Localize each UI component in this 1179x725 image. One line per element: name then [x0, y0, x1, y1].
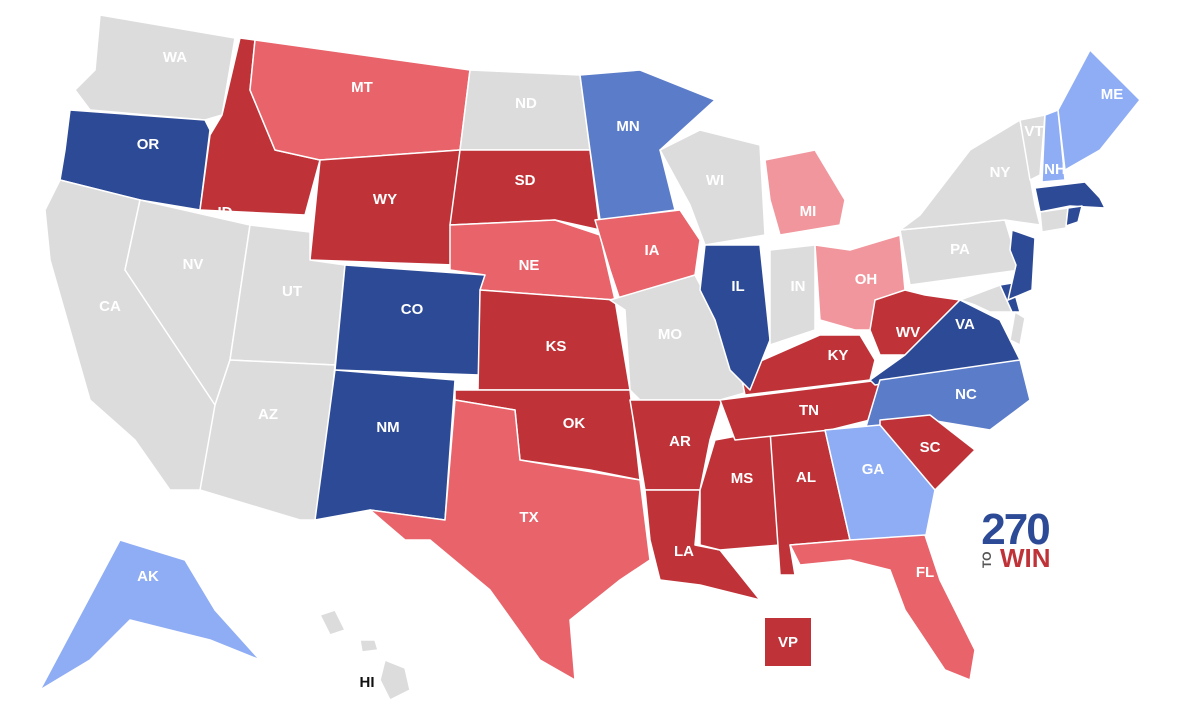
state-label: VA: [955, 316, 975, 333]
logo-to: TO: [980, 552, 994, 568]
logo-number: 270: [981, 505, 1049, 554]
state-label: CO: [401, 301, 424, 318]
state-md: [959, 284, 1013, 313]
state: [334, 264, 486, 376]
state: [1019, 114, 1046, 181]
state-label: ND: [515, 95, 537, 112]
state-label: AK: [137, 568, 159, 585]
state-ri: [1065, 205, 1083, 227]
state: [824, 424, 936, 541]
state: [59, 109, 211, 211]
state-label: LA: [674, 543, 694, 560]
state: [719, 379, 881, 441]
state-label: MN: [616, 118, 639, 135]
state: [379, 659, 411, 701]
state-label: IL: [731, 278, 744, 295]
state-label: WV: [896, 324, 920, 341]
state-label: KY: [828, 347, 849, 364]
state-ct: [1039, 207, 1069, 233]
state-label: CA: [99, 298, 121, 315]
state-nj: [1007, 229, 1036, 301]
state-label: MO: [658, 326, 682, 343]
state-label: NC: [955, 386, 977, 403]
state-label: OK: [563, 415, 586, 432]
state: [579, 69, 716, 221]
state-label: ID: [218, 204, 233, 221]
state-label: FL: [916, 564, 934, 581]
state-label: IA: [645, 242, 660, 259]
state-label: KS: [546, 338, 567, 355]
state-label: NV: [183, 256, 204, 273]
state-label: SC: [920, 439, 941, 456]
state-dc-area: [1009, 311, 1026, 346]
state-label: GA: [862, 461, 885, 478]
state-label: WI: [706, 172, 724, 189]
state: [789, 534, 976, 681]
state-label: UT: [282, 283, 302, 300]
state: [899, 119, 1041, 231]
state-label: NM: [376, 419, 399, 436]
state-label: WY: [373, 191, 397, 208]
vp-box: [765, 618, 811, 666]
state: [659, 129, 766, 246]
state: [644, 489, 761, 601]
state-label: TX: [519, 509, 538, 526]
state-label: ME: [1101, 86, 1124, 103]
state-label: WA: [163, 49, 187, 66]
state: [39, 539, 261, 691]
state: [629, 399, 723, 491]
state-label: NH: [1044, 161, 1066, 178]
state-label: IN: [791, 278, 806, 295]
logo: 270 TO WIN: [980, 505, 1051, 573]
state-label: AL: [796, 469, 816, 486]
vp-label: VP: [778, 634, 798, 651]
state-label: NY: [990, 164, 1011, 181]
state: [699, 244, 771, 391]
state: [359, 639, 379, 653]
state: [1057, 49, 1141, 171]
state: [699, 429, 781, 551]
state-label: MS: [731, 470, 754, 487]
state: [319, 609, 346, 636]
state-label: PA: [950, 241, 970, 258]
state-label: MT: [351, 79, 373, 96]
state-label: TN: [799, 402, 819, 419]
logo-win: WIN: [1000, 543, 1051, 573]
state: [74, 14, 236, 121]
state-label: VT: [1024, 123, 1043, 140]
state: [764, 149, 846, 236]
state-label: AZ: [258, 406, 278, 423]
state: [314, 369, 456, 521]
state: [1041, 109, 1066, 183]
state-label: OH: [855, 271, 878, 288]
state-label: HI: [360, 674, 375, 691]
state: [369, 399, 651, 681]
state-label: OR: [137, 136, 160, 153]
state: [739, 334, 876, 396]
state-label: MI: [800, 203, 817, 220]
state-label: SD: [515, 172, 536, 189]
state-label: NE: [519, 257, 540, 274]
state: [249, 39, 471, 161]
state: [449, 149, 601, 231]
state: [869, 299, 1021, 386]
state: [769, 244, 816, 346]
state-label: AR: [669, 433, 691, 450]
